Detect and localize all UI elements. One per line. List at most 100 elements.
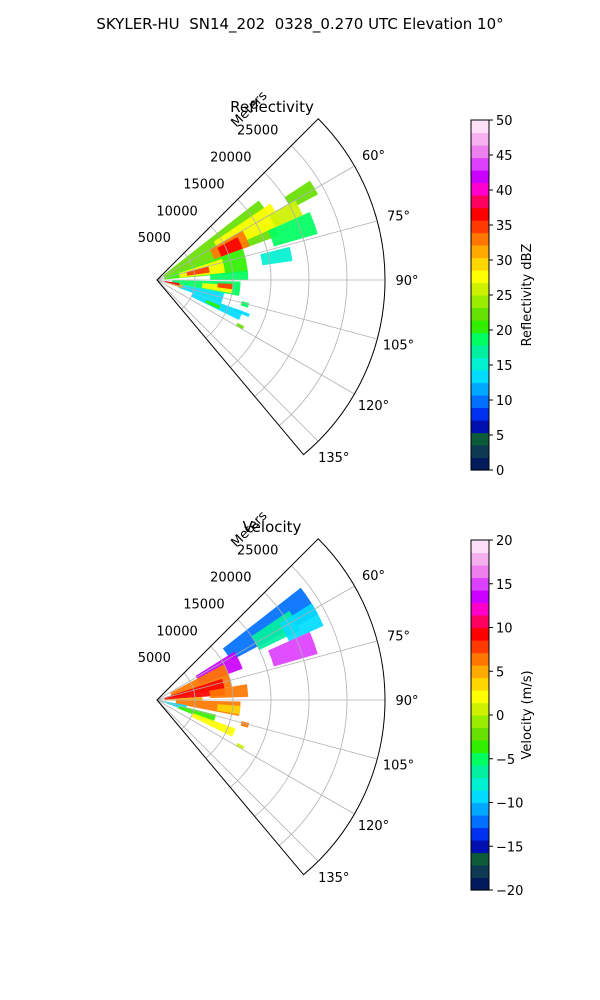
colorbar-swatch — [471, 170, 489, 184]
colorbar-swatch — [471, 257, 489, 271]
azimuth-tick-label: 105° — [383, 759, 414, 774]
azimuth-tick-label: 75° — [387, 629, 410, 644]
colorbar-swatch — [471, 195, 489, 209]
colorbar-swatch — [471, 790, 489, 804]
colorbar-swatch — [471, 220, 489, 234]
radial-tick-label: 15000 — [183, 597, 224, 612]
colorbar-tick-label: 0 — [496, 709, 504, 724]
colorbar-swatch — [471, 740, 489, 754]
colorbar-swatch — [471, 357, 489, 371]
colorbar-swatch — [471, 815, 489, 829]
colorbar-swatch — [471, 727, 489, 741]
colorbar-tick-label: 5 — [496, 665, 504, 680]
radial-tick-label: 20000 — [210, 571, 251, 586]
azimuth-spoke — [156, 699, 319, 862]
colorbar-swatch — [471, 145, 489, 159]
polar-grid — [156, 565, 385, 862]
echo-cell — [235, 742, 245, 750]
colorbar-swatch — [471, 765, 489, 779]
radial-tick-label: 5000 — [138, 651, 171, 666]
colorbar-tick-label: 15 — [496, 578, 513, 593]
range-ring — [230, 619, 272, 788]
colorbar-label: Velocity (m/s) — [520, 670, 535, 759]
echo-cell — [234, 308, 250, 318]
colorbar-swatch — [471, 457, 489, 471]
range-ring — [278, 145, 348, 426]
colorbar-swatch — [471, 665, 489, 679]
sector-frame — [156, 538, 386, 876]
colorbar-swatch — [471, 777, 489, 791]
azimuth-tick-label: 90° — [395, 274, 418, 289]
colorbar-swatch — [471, 852, 489, 866]
colorbar-swatch — [471, 320, 489, 334]
colorbar-label: Reflectivity dBZ — [520, 244, 535, 347]
azimuth-tick-label: 60° — [362, 149, 385, 164]
colorbar-swatch — [471, 877, 489, 891]
radial-tick-label: 15000 — [183, 177, 224, 192]
radial-tick-label: 10000 — [156, 624, 197, 639]
azimuth-spoke — [156, 220, 378, 281]
echo-cell — [209, 684, 249, 699]
colorbar-tick-label: −10 — [496, 797, 523, 812]
colorbar-swatch — [471, 702, 489, 716]
azimuth-tick-label: 120° — [358, 399, 389, 414]
colorbar-swatch — [471, 840, 489, 854]
colorbar-swatch — [471, 802, 489, 816]
colorbar-tick-label: 10 — [496, 394, 513, 409]
colorbar-tick-label: 0 — [496, 464, 504, 479]
colorbar-swatch — [471, 865, 489, 879]
echo-cell — [216, 704, 241, 715]
colorbar-swatch — [471, 752, 489, 766]
colorbar-swatch — [471, 370, 489, 384]
range-ring — [205, 225, 234, 339]
azimuth-spoke — [156, 640, 378, 701]
range-ring — [230, 199, 272, 368]
echo-cell — [209, 270, 249, 280]
azimuth-tick-label: 105° — [383, 339, 414, 354]
radial-tick-label: 5000 — [138, 231, 171, 246]
azimuth-spoke — [156, 279, 378, 340]
echo-cell — [268, 200, 303, 228]
colorbar-tick-label: 5 — [496, 429, 504, 444]
radial-tick-label: 25000 — [237, 124, 278, 139]
velocity-panel: Velocity500010000150002000025000Meters60… — [138, 510, 535, 899]
colorbar-tick-label: −5 — [496, 753, 515, 768]
echo-cell — [205, 299, 221, 309]
colorbar-swatch — [471, 407, 489, 421]
colorbar-tick-label: 10 — [496, 622, 513, 637]
echo-cell — [268, 211, 318, 247]
colorbar-swatch — [471, 432, 489, 446]
colorbar-tick-label: 50 — [496, 114, 513, 129]
echo-cell — [279, 603, 324, 642]
figure-title: SKYLER-HU SN14_202 0328_0.270 UTC Elevat… — [96, 15, 504, 33]
colorbar-swatch — [471, 540, 489, 554]
colorbar-swatch — [471, 420, 489, 434]
colorbar-swatch — [471, 157, 489, 171]
echo-cell — [268, 631, 318, 667]
colorbar-swatch — [471, 207, 489, 221]
echo-layer — [160, 587, 324, 750]
echo-layer — [160, 180, 319, 330]
colorbar-swatch — [471, 345, 489, 359]
azimuth-spoke — [156, 279, 319, 442]
colorbar-tick-label: 20 — [496, 534, 513, 549]
azimuth-spoke — [156, 165, 355, 281]
colorbar-swatch — [471, 602, 489, 616]
reflectivity-panel: Reflectivity500010000150002000025000Mete… — [138, 90, 535, 479]
colorbar-swatch — [471, 232, 489, 246]
colorbar-swatch — [471, 627, 489, 641]
colorbar-swatch — [471, 395, 489, 409]
azimuth-tick-label: 60° — [362, 569, 385, 584]
range-ring — [181, 252, 196, 310]
echo-cell — [235, 322, 245, 330]
colorbar-swatch — [471, 270, 489, 284]
colorbar-swatch — [471, 827, 489, 841]
panel-title: Reflectivity — [230, 98, 314, 116]
colorbar-swatch — [471, 445, 489, 459]
colorbar-swatch — [471, 652, 489, 666]
colorbar-tick-label: 15 — [496, 359, 513, 374]
colorbar-swatch — [471, 690, 489, 704]
echo-cell — [260, 246, 293, 266]
echo-cell — [164, 281, 180, 286]
colorbar-tick-label: 20 — [496, 324, 513, 339]
